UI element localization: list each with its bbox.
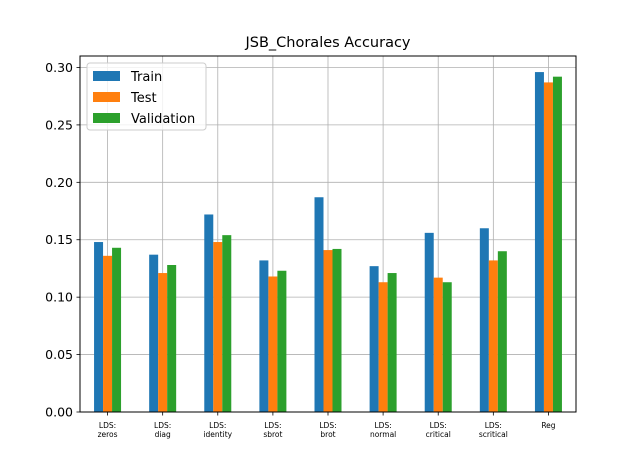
- x-tick-label: LDS: critical: [426, 421, 451, 439]
- y-tick-label: 0.20: [45, 175, 73, 190]
- x-tick-label: LDS: brot: [319, 421, 336, 439]
- x-tick-label: LDS: scritical: [479, 421, 508, 439]
- x-tick-label-line: brot: [320, 430, 335, 439]
- x-tick-label-line: LDS:: [319, 421, 336, 430]
- bar-train: [479, 228, 489, 412]
- bar-validation: [332, 248, 342, 412]
- x-tick-label-line: diag: [155, 430, 171, 439]
- bars: [94, 72, 562, 413]
- bar-train: [94, 242, 104, 412]
- bar-test: [268, 276, 278, 412]
- bar-train: [369, 266, 379, 412]
- x-tick-label-line: LDS:: [264, 421, 281, 430]
- bar-validation: [442, 282, 452, 412]
- x-tick-label-line: LDS:: [374, 421, 391, 430]
- bar-validation: [222, 235, 232, 412]
- x-tick-label-line: LDS:: [485, 421, 502, 430]
- y-axis: 0.00 0.05 0.10 0.15 0.20 0.25 0.30: [45, 60, 80, 420]
- x-tick-label-line: LDS:: [209, 421, 226, 430]
- bar-test: [103, 255, 113, 412]
- x-tick-label-line: sbrot: [263, 430, 282, 439]
- legend: Train Test Validation: [86, 62, 207, 131]
- bar-train: [204, 214, 214, 412]
- y-tick-label: 0.15: [45, 232, 73, 247]
- bar-test: [158, 273, 168, 412]
- legend-label-test: Test: [130, 91, 157, 106]
- x-tick-label-line: LDS:: [430, 421, 447, 430]
- x-tick-label-line: Reg: [541, 421, 555, 430]
- bar-validation: [552, 76, 562, 413]
- bar-train: [424, 232, 434, 412]
- y-tick-label: 0.00: [45, 405, 73, 420]
- bar-validation: [387, 273, 397, 412]
- x-tick-label: LDS: zeros: [98, 421, 118, 439]
- chart-title: JSB_Chorales Accuracy: [244, 35, 410, 51]
- x-tick-label: Reg: [541, 421, 555, 430]
- legend-swatch-validation: [93, 113, 120, 123]
- x-tick-label-line: normal: [370, 430, 396, 439]
- bar-test: [323, 250, 333, 412]
- x-tick-label-line: zeros: [98, 430, 118, 439]
- x-tick-label-line: LDS:: [154, 421, 171, 430]
- bar-test: [543, 82, 553, 412]
- legend-label-validation: Validation: [131, 112, 195, 127]
- x-tick-label: LDS: diag: [154, 421, 171, 439]
- y-tick-label: 0.05: [45, 347, 73, 362]
- bar-validation: [112, 247, 122, 412]
- y-tick-label: 0.10: [45, 290, 73, 305]
- legend-swatch-test: [93, 92, 120, 102]
- x-tick-label-line: critical: [426, 430, 451, 439]
- bar-test: [213, 242, 223, 412]
- x-tick-label-line: scritical: [479, 430, 508, 439]
- bar-train: [149, 254, 159, 412]
- bar-train: [259, 260, 269, 412]
- x-tick-label-line: LDS:: [99, 421, 116, 430]
- bar-validation: [277, 270, 287, 412]
- bar-train: [534, 72, 544, 412]
- y-tick-label: 0.25: [45, 117, 73, 132]
- bar-validation: [497, 251, 507, 412]
- y-tick-label: 0.30: [45, 60, 73, 75]
- bar-test: [433, 277, 443, 412]
- bar-test: [488, 260, 498, 412]
- bar-validation: [167, 265, 177, 412]
- bar-train: [314, 197, 324, 412]
- x-tick-label-line: identity: [203, 430, 232, 439]
- bar-test: [378, 282, 388, 412]
- x-tick-label: LDS: identity: [203, 421, 232, 439]
- legend-label-train: Train: [130, 70, 162, 85]
- x-tick-label: LDS: normal: [370, 421, 396, 439]
- x-tick-label: LDS: sbrot: [263, 421, 282, 439]
- legend-swatch-train: [93, 71, 120, 81]
